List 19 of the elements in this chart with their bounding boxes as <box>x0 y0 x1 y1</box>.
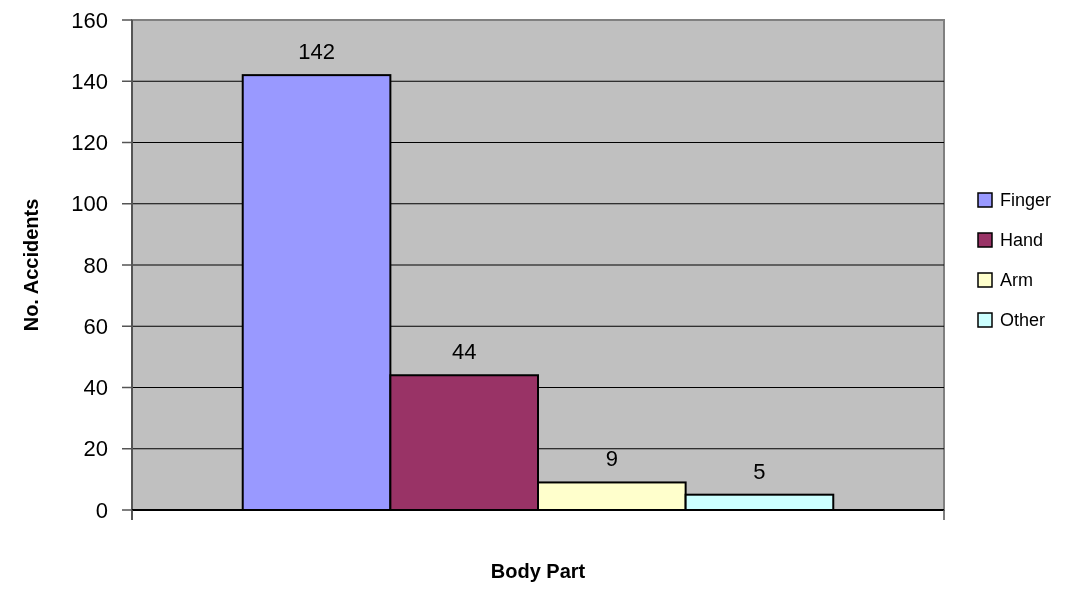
y-tick-label: 80 <box>83 252 108 278</box>
data-label: 142 <box>298 39 335 65</box>
y-tick-label: 60 <box>83 313 108 339</box>
y-tick-label: 40 <box>83 375 108 401</box>
y-tick-label: 140 <box>71 68 108 94</box>
y-tick-label: 160 <box>71 7 108 33</box>
data-label: 9 <box>605 446 618 472</box>
legend-label: Other <box>1000 310 1046 331</box>
legend-label: Hand <box>1000 230 1044 251</box>
data-label: 5 <box>753 458 766 484</box>
y-tick-label: 100 <box>71 191 108 217</box>
y-axis-title: No. Accidents <box>20 198 42 332</box>
y-tick-label: 0 <box>95 497 108 523</box>
x-axis-title: Body Part <box>490 560 586 582</box>
y-tick-label: 20 <box>83 436 108 462</box>
y-tick-label: 120 <box>71 130 108 156</box>
legend-label: Finger <box>1000 190 1052 211</box>
legend-label: Arm <box>1000 270 1033 291</box>
data-label: 44 <box>451 339 477 365</box>
